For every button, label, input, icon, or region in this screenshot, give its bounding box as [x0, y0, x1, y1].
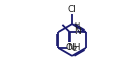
- Text: O: O: [66, 43, 73, 52]
- Text: H: H: [74, 22, 80, 28]
- Text: 2: 2: [73, 46, 77, 52]
- Text: NH: NH: [67, 43, 81, 52]
- Text: N: N: [74, 27, 81, 36]
- Text: Cl: Cl: [68, 5, 76, 14]
